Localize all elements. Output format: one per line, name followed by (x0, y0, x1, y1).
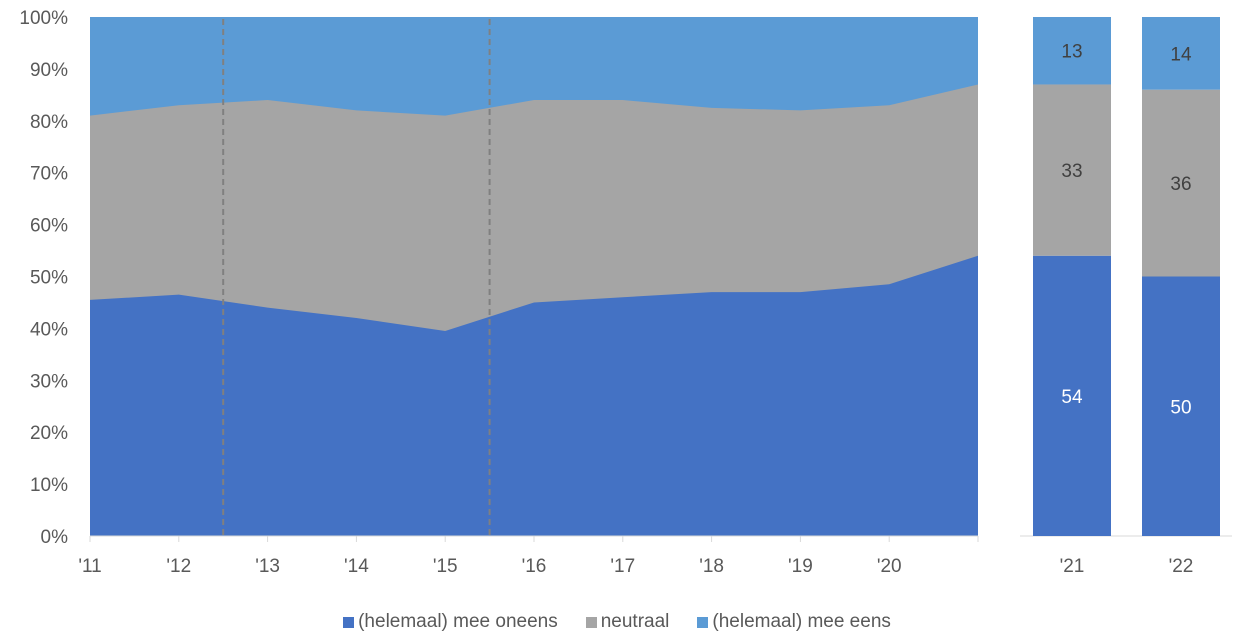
x-tick-label: '19 (788, 556, 813, 577)
chart: 0% 10% 20% 30% 40% 50% 60% 70% 80% 90% 100% '11 '12… (19, 8, 1232, 577)
x-tick-label: '16 (522, 556, 547, 577)
area-plot (90, 17, 978, 537)
bar-segment (1142, 276, 1220, 536)
bar-data-label: 13 (1061, 42, 1082, 63)
legend: (helemaal) mee oneens neutraal (helemaal… (0, 608, 1234, 636)
y-tick-label: 0% (41, 527, 69, 548)
y-tick-label: 20% (30, 423, 68, 444)
legend-item-neutraal: neutraal (585, 611, 670, 633)
x-tick-label: '17 (610, 556, 635, 577)
legend-swatch-neutraal (585, 616, 597, 628)
bar-segment (1033, 84, 1111, 256)
bar-data-label: 36 (1170, 174, 1191, 195)
bar-segment (1142, 17, 1220, 90)
bar-plot: 54 33 13 '21 50 36 14 '22 (1020, 17, 1232, 577)
bar-data-label: 50 (1170, 397, 1191, 418)
y-tick-label: 70% (30, 164, 68, 185)
x-axis: '11 '12 '13 '14 '15 '16 '17 '18 '19 '20 (78, 535, 979, 577)
y-tick-label: 40% (30, 319, 68, 340)
legend-swatch-eens (697, 616, 709, 628)
legend-label-neutraal: neutraal (600, 611, 670, 632)
legend-label-oneens: (helemaal) mee oneens (358, 611, 558, 632)
bar-segment (1033, 255, 1111, 537)
y-tick-label: 50% (30, 268, 68, 289)
bar-data-label: 33 (1061, 161, 1082, 182)
legend-swatch-oneens (343, 616, 355, 628)
bar-segment (1142, 89, 1220, 277)
x-tick-label: '20 (877, 556, 902, 577)
x-tick-label: '11 (78, 556, 101, 577)
y-tick-label: 90% (30, 60, 68, 81)
bar-data-label: 54 (1061, 387, 1083, 408)
x-tick-label: '13 (255, 556, 280, 577)
y-tick-label: 30% (30, 371, 68, 392)
x-tick-label: '14 (344, 556, 369, 577)
legend-item-oneens: (helemaal) mee oneens (343, 611, 558, 633)
y-tick-label: 10% (30, 475, 68, 496)
y-tick-label: 80% (30, 112, 68, 133)
area-series-1 (90, 255, 978, 537)
bar-segment (1033, 17, 1111, 85)
bar-category-label: '22 (1169, 556, 1194, 577)
x-tick-label: '18 (699, 556, 724, 577)
y-tick-label: 60% (30, 216, 68, 237)
bar-category-label: '21 (1060, 556, 1085, 577)
legend-label-eens: (helemaal) mee eens (712, 611, 891, 632)
x-tick-label: '15 (433, 556, 458, 577)
x-tick-label: '12 (166, 556, 191, 577)
y-tick-label: 100% (19, 8, 68, 29)
y-axis: 0% 10% 20% 30% 40% 50% 60% 70% 80% 90% 100% (19, 8, 68, 548)
bar-data-label: 14 (1170, 44, 1192, 65)
legend-item-eens: (helemaal) mee eens (697, 611, 891, 633)
